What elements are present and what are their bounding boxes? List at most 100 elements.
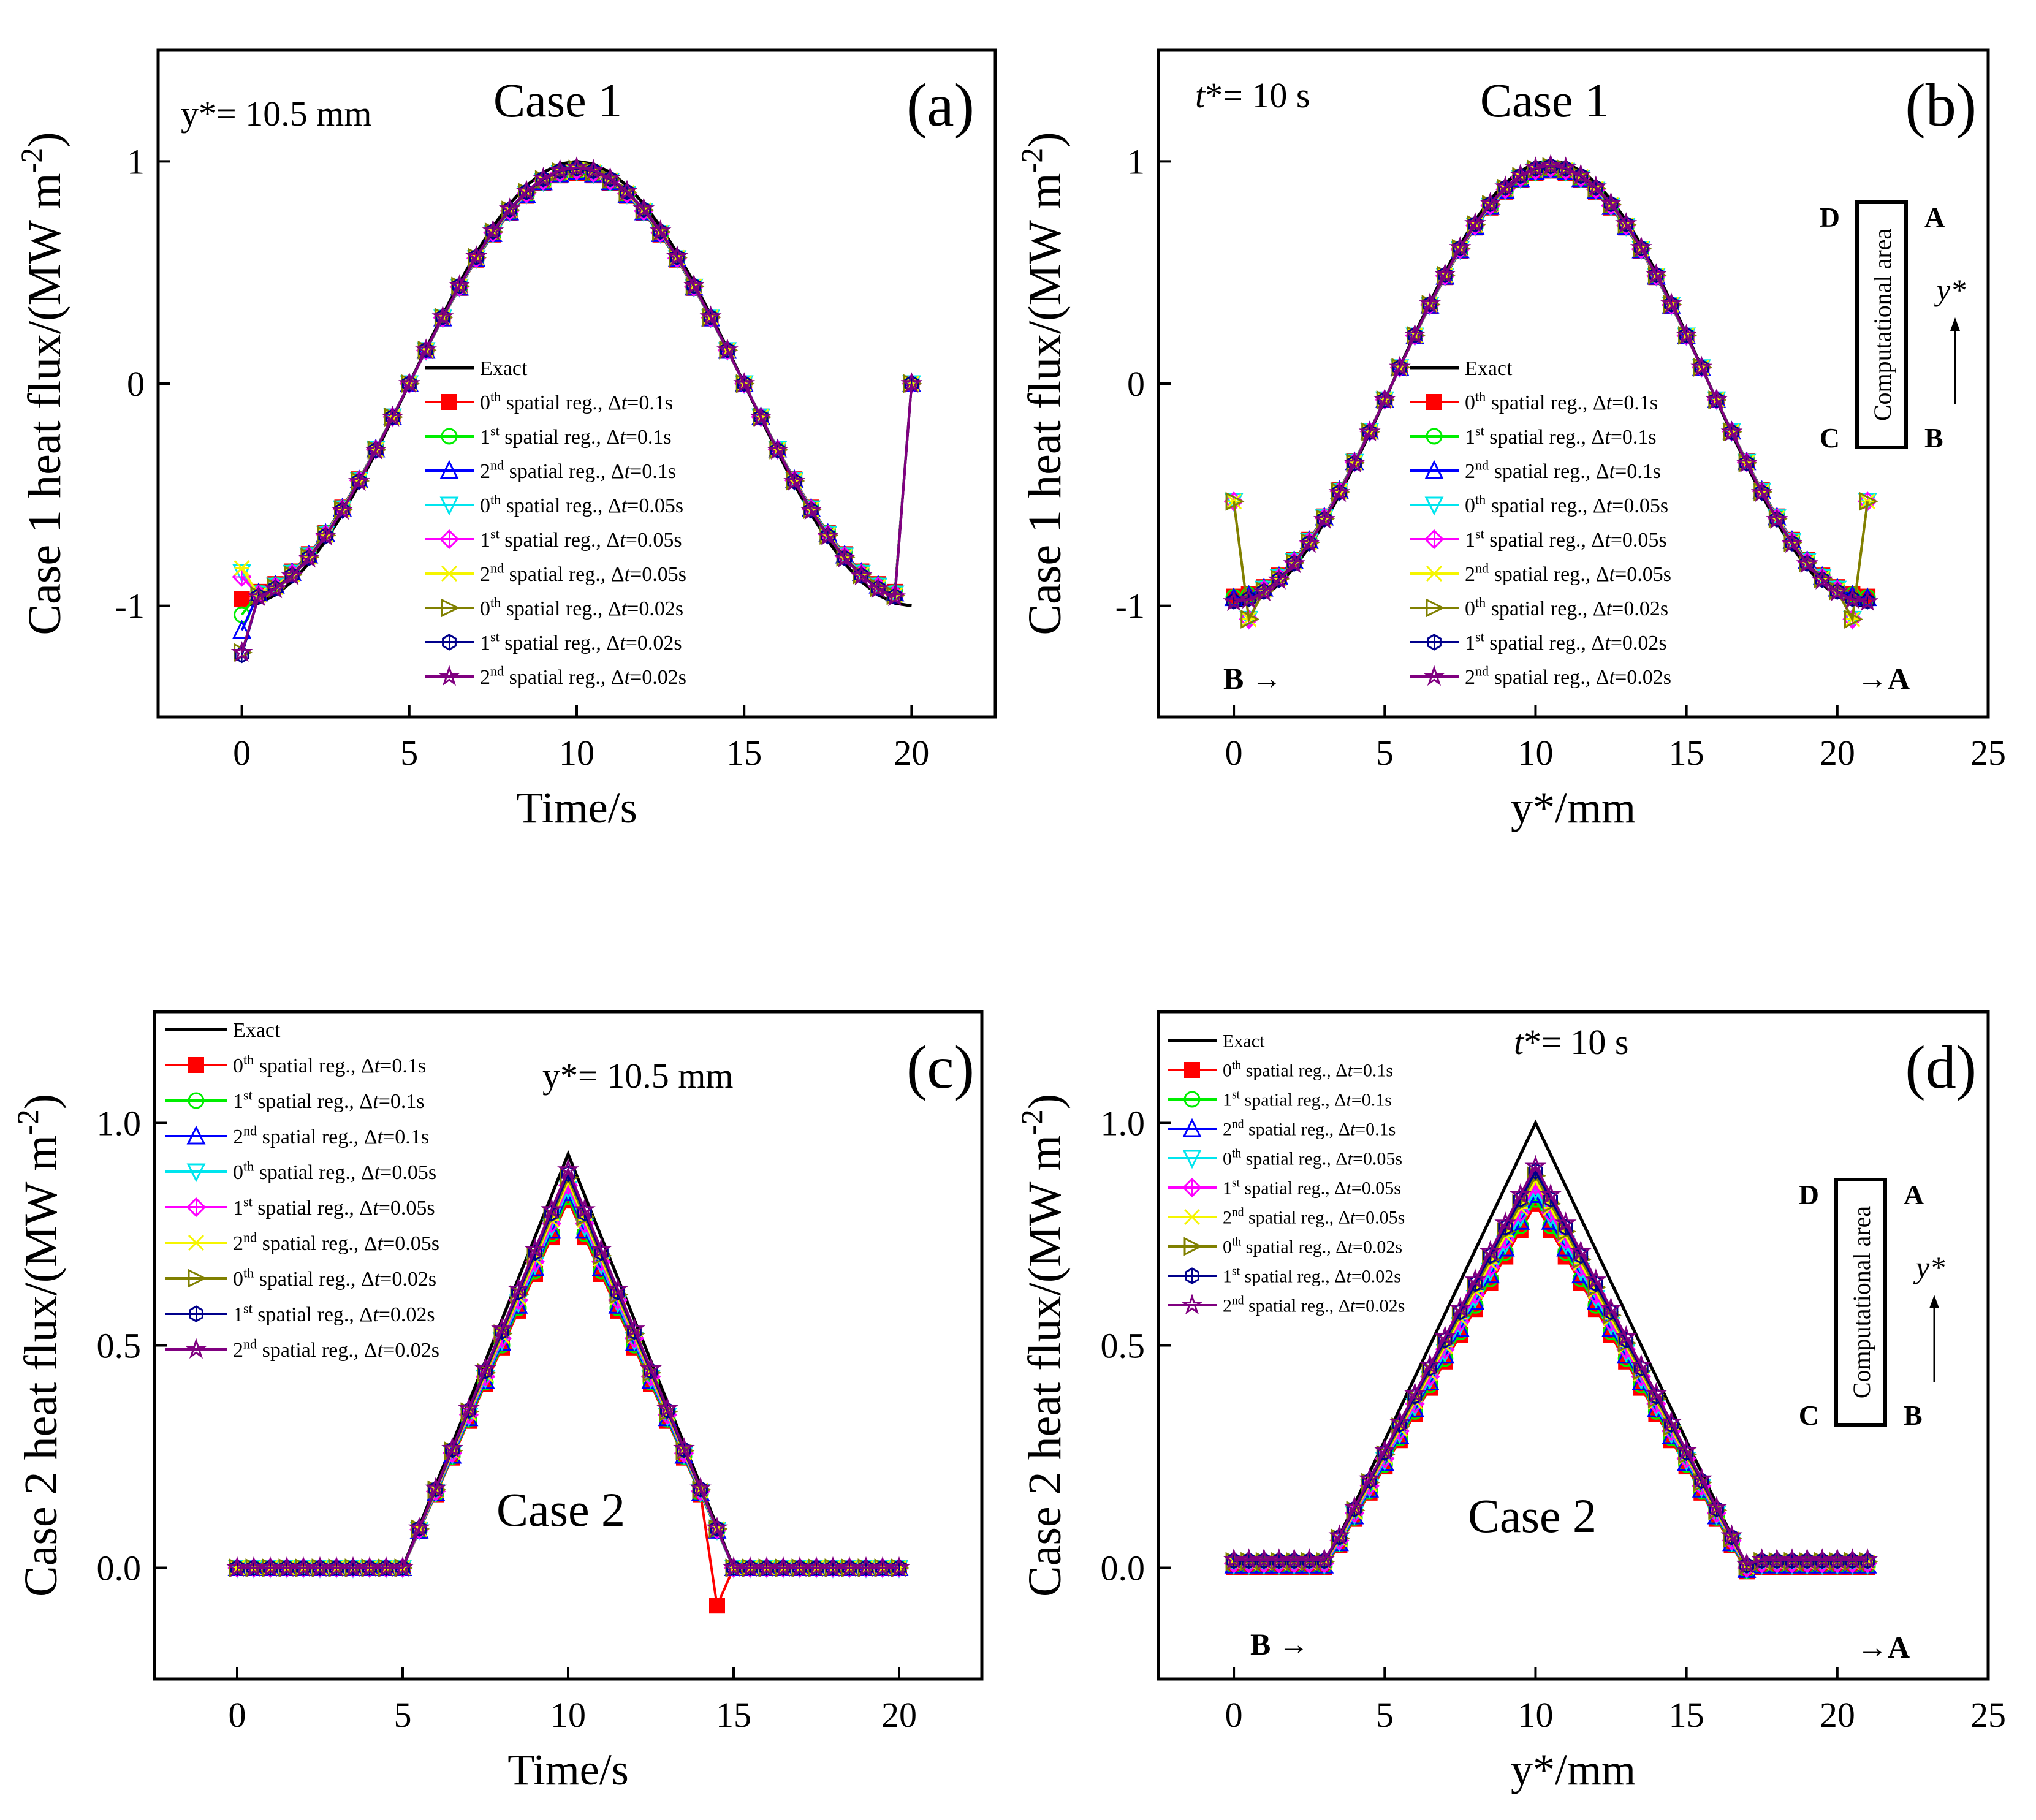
- series-8-point: [335, 501, 350, 519]
- y-star-label: y*: [1934, 273, 1966, 307]
- series-8-point: [1392, 358, 1407, 376]
- series-9-point: [1720, 1524, 1743, 1545]
- series-9-point: [392, 1556, 414, 1577]
- series-8-point: [820, 527, 835, 545]
- series-9-point: [1328, 1524, 1351, 1545]
- series-9-point: [1585, 1268, 1607, 1290]
- series-9-point: [230, 641, 253, 662]
- legend-entry: 0th spatial reg., Δt=0.05s: [480, 491, 683, 517]
- legend-entry: 1st spatial reg., Δt=0.1s: [1223, 1089, 1392, 1110]
- y-tick-label: 1: [127, 142, 145, 181]
- series-9-point: [789, 1556, 811, 1577]
- series-9-point: [1540, 1183, 1562, 1205]
- series-9-point: [1313, 1548, 1335, 1569]
- series-9-point: [1630, 1354, 1652, 1375]
- series-9-point: [458, 1397, 480, 1418]
- x-tick-label: 25: [1970, 1695, 2006, 1735]
- x-tick-label: 5: [1376, 733, 1394, 773]
- legend-entry: Exact: [1465, 357, 1513, 380]
- series-9-point: [1373, 388, 1396, 409]
- legend-entry: 2nd spatial reg., Δt=0.02s: [233, 1336, 439, 1362]
- x-tick-label: 20: [894, 733, 929, 773]
- series-8-point: [1724, 423, 1739, 441]
- series-9-point: [1298, 532, 1321, 553]
- series-9-point: [756, 1556, 778, 1577]
- series-9-point: [855, 1556, 877, 1577]
- series-9-point: [408, 1516, 430, 1538]
- series-9-point: [1856, 590, 1878, 612]
- series-9-point: [325, 1556, 348, 1577]
- legend-entry: 0th spatial reg., Δt=0.02s: [1223, 1236, 1402, 1257]
- legend-entry: 1st spatial reg., Δt=0.02s: [480, 629, 682, 654]
- series-8-point: [1739, 454, 1754, 472]
- series-9-point: [1600, 1297, 1622, 1318]
- y-star-label: y*: [1913, 1250, 1945, 1284]
- legend-entry: 2nd spatial reg., Δt=0.02s: [480, 663, 686, 689]
- series-9-point: [398, 372, 420, 393]
- legend-entry: 2nd spatial reg., Δt=0.1s: [480, 457, 676, 483]
- series-1-point: [709, 1598, 725, 1614]
- y-star-arrowhead: [1929, 1295, 1939, 1308]
- series-9-point: [822, 1556, 844, 1577]
- legend-marker: [1426, 598, 1445, 618]
- series-9-point: [1750, 481, 1773, 502]
- series-7-point: [1240, 609, 1260, 629]
- series-9-point: [532, 167, 555, 188]
- legend-entry: 2nd spatial reg., Δt=0.1s: [233, 1123, 429, 1148]
- panel-annotation: y*= 10.5 mm: [542, 1056, 733, 1096]
- series-9-point: [365, 439, 387, 460]
- series-9-point: [1660, 1411, 1682, 1431]
- series-9-point: [1434, 263, 1456, 284]
- series-9-point: [772, 1556, 794, 1577]
- x-tick-label: 0: [1225, 1695, 1243, 1735]
- series-8-point: [1347, 454, 1362, 472]
- series-9-point: [1373, 1439, 1396, 1460]
- corner-label-d: D: [1799, 1179, 1819, 1210]
- panel-annotation: t*= 10 s: [1514, 1022, 1628, 1062]
- series-3-point: [232, 620, 252, 639]
- series-9-point: [1404, 324, 1426, 344]
- series-8-point: [302, 549, 316, 566]
- series-9-point: [298, 547, 320, 568]
- series-9-point: [507, 1278, 530, 1299]
- x-tick-label: 10: [559, 733, 594, 773]
- series-9-point: [1811, 569, 1834, 590]
- series-9-point: [359, 1556, 381, 1577]
- series-9-point: [607, 1278, 629, 1299]
- panel-d: 0 5 10 15 20 25 0.0 0.5 1.0 y*/mm Case 2 heat flux…: [1014, 1010, 2006, 1794]
- series-1-line: [237, 1197, 899, 1610]
- legend-entry: 0th spatial reg., Δt=0.1s: [480, 389, 673, 414]
- legend-entry: 0th spatial reg., Δt=0.1s: [233, 1052, 426, 1077]
- legend-entry: 1st spatial reg., Δt=0.1s: [1465, 423, 1657, 449]
- legend-entry: 0th spatial reg., Δt=0.05s: [1223, 1148, 1402, 1169]
- series-9-point: [348, 470, 370, 491]
- series-9-point: [1419, 1354, 1441, 1375]
- series-6-point: [234, 559, 250, 577]
- series-9-point: [415, 338, 437, 360]
- series-9-point: [1736, 1552, 1758, 1574]
- series-9-point: [1509, 1183, 1532, 1205]
- series-9-point: [1766, 508, 1788, 529]
- series-8-point: [351, 472, 367, 490]
- series-5-point: [1842, 609, 1863, 629]
- series-9-point: [1237, 588, 1260, 609]
- arrow-label-b: B →: [1223, 661, 1282, 696]
- series-9-point: [1706, 1496, 1728, 1517]
- corner-label-b: B: [1904, 1400, 1923, 1431]
- series-9-point: [590, 1238, 612, 1259]
- legend-marker: [441, 428, 458, 445]
- legend-entry: Exact: [480, 357, 528, 380]
- legend-entry: 2nd spatial reg., Δt=0.02s: [1223, 1295, 1405, 1316]
- series-9-point: [1343, 452, 1366, 473]
- legend-marker: [186, 1125, 206, 1145]
- arrow-label-a: →A: [1857, 1630, 1910, 1664]
- series-9-point: [656, 1397, 678, 1418]
- legend-marker: [186, 1163, 206, 1183]
- legend-marker: [1181, 1294, 1203, 1315]
- series-9-point: [1524, 1155, 1547, 1176]
- y-star-arrowhead: [1950, 317, 1960, 331]
- series-9-point: [1328, 481, 1351, 502]
- series-9-point: [1283, 552, 1305, 574]
- series-9-point: [800, 499, 822, 520]
- legend-marker: [1424, 496, 1444, 516]
